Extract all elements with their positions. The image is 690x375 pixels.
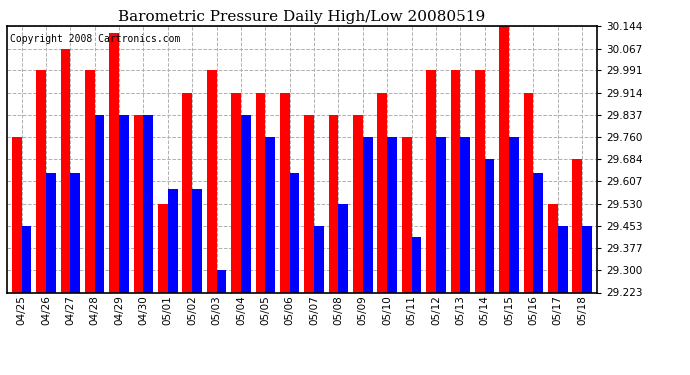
Bar [266,137,275,292]
Bar [558,226,568,292]
Bar [134,115,144,292]
Bar [182,93,193,292]
Bar [484,159,495,292]
Bar [524,93,533,292]
Bar [460,137,470,292]
Bar [402,137,411,292]
Bar [168,189,177,292]
Bar [109,33,119,292]
Bar [582,226,592,292]
Bar [85,70,95,292]
Bar [411,237,422,292]
Bar [255,93,266,292]
Bar [21,226,31,292]
Bar [387,137,397,292]
Bar [144,115,153,292]
Bar [451,70,460,292]
Bar [533,173,543,292]
Bar [158,204,168,292]
Title: Barometric Pressure Daily High/Low 20080519: Barometric Pressure Daily High/Low 20080… [118,10,486,24]
Bar [573,159,582,292]
Bar [119,115,129,292]
Bar [509,137,519,292]
Text: Copyright 2008 Cartronics.com: Copyright 2008 Cartronics.com [10,34,180,44]
Bar [46,173,56,292]
Bar [61,48,70,292]
Bar [426,70,436,292]
Bar [338,204,348,292]
Bar [314,226,324,292]
Bar [500,26,509,292]
Bar [290,173,299,292]
Bar [36,70,46,292]
Bar [70,173,80,292]
Bar [231,93,241,292]
Bar [548,204,558,292]
Bar [436,137,446,292]
Bar [12,137,21,292]
Bar [207,70,217,292]
Bar [95,115,104,292]
Bar [241,115,250,292]
Bar [280,93,290,292]
Bar [193,189,202,292]
Bar [353,115,363,292]
Bar [328,115,338,292]
Bar [363,137,373,292]
Bar [377,93,387,292]
Bar [217,270,226,292]
Bar [304,115,314,292]
Bar [475,70,484,292]
